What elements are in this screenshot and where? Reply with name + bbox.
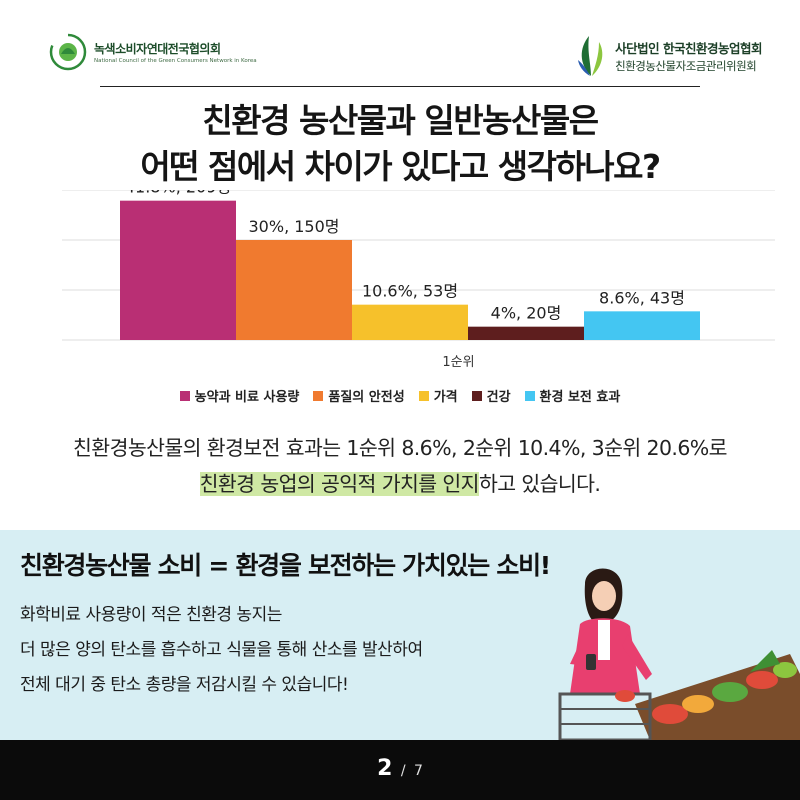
page-separator: / [396,763,410,779]
legend-label: 환경 보전 효과 [539,390,621,405]
panel-body: 화학비료 사용량이 적은 친환경 농지는 더 많은 양의 탄소를 흡수하고 식물… [20,598,423,703]
green-consumers-emblem-icon [49,33,87,71]
summary-line-2-rest: 하고 있습니다. [478,472,601,496]
left-org-name: 녹색소비자연대전국협의회 [94,42,221,56]
bar [468,326,584,340]
category-label: 1순위 [442,355,474,370]
header-divider [100,86,700,87]
legend-item: 가격 [418,386,458,405]
legend-label: 품질의 안전성 [328,390,405,405]
title-line-2: 어떤 점에서 차이가 있다고 생각하나요? [140,147,661,186]
panel-title: 친환경농산물 소비 = 환경을 보전하는 가치있는 소비! [20,551,551,580]
legend-item: 품질의 안전성 [313,386,405,405]
bar-chart: 41.8%, 209명 30%, 150명 10.6%, 53명 4%, 20명 8.6… [62,190,775,370]
pagination: 2 / 7 [0,756,800,781]
header: 녹색소비자연대전국협의회 National Council of the Gre… [0,0,800,90]
leaf-emblem-icon [578,36,603,76]
data-label: 8.6%, 43명 [599,288,685,307]
summary-line-2: 친환경 농업의 공익적 가치를 인지하고 있습니다. [0,466,800,502]
right-org-sub: 친환경농산물자조금관리위원회 [615,59,757,73]
legend-label: 가격 [433,390,458,405]
green-consumers-logo: 녹색소비자연대전국협의회 National Council of the Gre… [48,32,257,72]
legend-label: 건강 [486,390,511,405]
shopper-illustration [558,568,800,740]
legend-swatch [179,390,190,401]
bar [236,240,352,340]
chart-legend: 농약과 비료 사용량 품질의 안전성 가격 건강 환경 보전 효과 [0,386,800,405]
summary-text: 친환경농산물의 환경보전 효과는 1순위 8.6%, 2순위 10.4%, 3순… [0,430,800,502]
left-org-name-en: National Council of the Green Consumers … [94,58,257,64]
panel-line-2: 더 많은 양의 탄소를 흡수하고 식물을 통해 산소를 발산하여 [20,640,423,660]
bar [584,311,700,340]
panel-line-1: 화학비료 사용량이 적은 친환경 농지는 [20,605,282,625]
total-pages: 7 [414,763,423,779]
bar [120,200,236,340]
legend-swatch [418,390,429,401]
title-line-1: 친환경 농산물과 일반농산물은 [202,101,599,140]
bar [352,304,468,340]
info-panel: 친환경농산물 소비 = 환경을 보전하는 가치있는 소비! 화학비료 사용량이 … [0,530,800,740]
panel-line-3: 전체 대기 중 탄소 총량을 저감시킬 수 있습니다! [20,675,349,695]
legend-swatch [471,390,482,401]
footer-bar: 2 / 7 [0,740,800,800]
right-org-name: 사단법인 한국친환경농업협회 [615,41,762,56]
page-title: 친환경 농산물과 일반농산물은 어떤 점에서 차이가 있다고 생각하나요? [0,98,800,190]
eco-agri-association-logo: 사단법인 한국친환경농업협회 친환경농산물자조금관리위원회 [575,34,762,78]
data-label: 30%, 150명 [249,217,340,236]
legend-swatch [313,390,324,401]
summary-line-1: 친환경농산물의 환경보전 효과는 1순위 8.6%, 2순위 10.4%, 3순… [73,436,727,460]
legend-item: 환경 보전 효과 [524,386,621,405]
legend-item: 건강 [471,386,511,405]
legend-swatch [524,390,535,401]
summary-highlight: 친환경 농업의 공익적 가치를 인지 [199,472,480,496]
legend-item: 농약과 비료 사용량 [179,386,300,405]
current-page: 2 [377,756,393,781]
data-label: 4%, 20명 [491,304,562,323]
data-label: 41.8%, 209명 [125,190,231,197]
data-label: 10.6%, 53명 [362,282,458,301]
legend-label: 농약과 비료 사용량 [194,390,300,405]
